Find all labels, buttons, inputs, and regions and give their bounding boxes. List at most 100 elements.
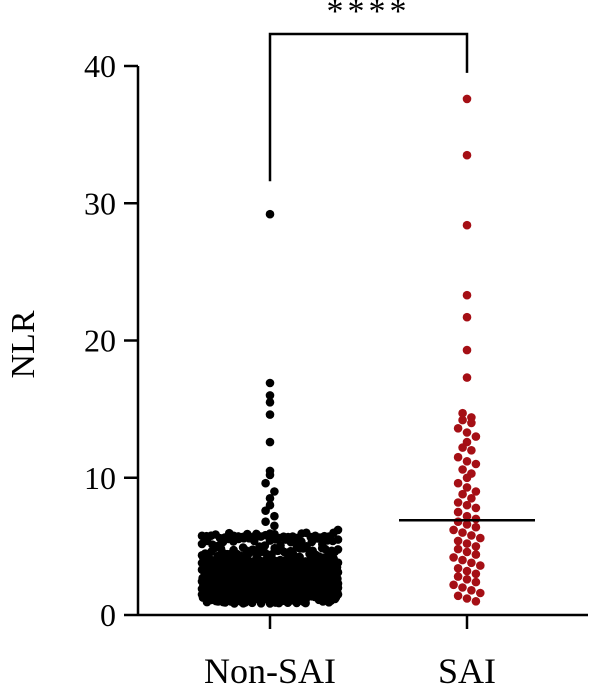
data-point — [458, 555, 467, 565]
data-point — [333, 525, 343, 535]
data-point — [458, 415, 467, 425]
data-point — [471, 550, 481, 559]
data-point — [239, 599, 248, 608]
data-point — [453, 572, 463, 581]
data-point — [453, 478, 463, 488]
data-point — [453, 544, 463, 554]
data-point — [471, 503, 481, 513]
significance-label: **** — [327, 0, 411, 30]
data-point — [471, 542, 481, 551]
data-point — [292, 598, 302, 608]
data-point — [476, 588, 485, 598]
data-point — [230, 599, 239, 608]
data-point — [471, 514, 481, 524]
data-point — [265, 437, 275, 447]
data-point — [265, 209, 275, 219]
data-point — [476, 533, 485, 543]
data-point — [462, 483, 472, 492]
data-point — [462, 220, 472, 230]
y-tick-label: 0 — [100, 597, 116, 633]
y-tick-label: 10 — [84, 460, 116, 496]
y-tick-label: 40 — [84, 48, 116, 84]
data-point — [462, 457, 472, 466]
data-point — [467, 418, 476, 428]
data-point — [261, 478, 270, 488]
x-ticks: Non-SAI SAI — [204, 615, 496, 691]
data-point — [333, 590, 343, 599]
data-point — [471, 569, 481, 579]
data-point — [449, 553, 458, 562]
significance-bracket-line — [268, 32, 469, 182]
data-point — [270, 535, 280, 544]
data-point — [256, 599, 266, 608]
data-point — [462, 373, 472, 382]
data-point — [467, 446, 476, 455]
data-point — [453, 452, 463, 462]
data-point — [283, 598, 293, 607]
data-point — [467, 586, 476, 595]
data-point — [449, 525, 458, 535]
data-point — [333, 545, 343, 554]
data-point — [453, 591, 463, 601]
data-point — [458, 443, 467, 452]
data-point — [210, 543, 219, 553]
data-point — [471, 432, 481, 441]
y-axis-label: NLR — [5, 310, 42, 378]
data-point — [471, 459, 481, 469]
data-point — [458, 528, 467, 537]
data-point — [467, 531, 476, 540]
median-lines — [202, 519, 535, 570]
data-point — [458, 408, 467, 418]
data-point — [453, 536, 463, 546]
data-point — [462, 473, 472, 483]
data-point — [462, 312, 472, 322]
data-point — [458, 583, 467, 592]
data-point — [462, 566, 472, 576]
data-point — [265, 410, 275, 419]
data-point — [471, 522, 481, 532]
data-point — [453, 498, 463, 507]
data-point — [462, 539, 472, 548]
data-point — [471, 597, 481, 606]
data-point — [270, 521, 279, 531]
x-tick-label: SAI — [438, 651, 496, 688]
significance-bracket: **** — [268, 0, 469, 182]
data-point — [462, 150, 472, 160]
data-point — [270, 487, 279, 496]
data-point — [265, 599, 275, 608]
data-point — [471, 487, 481, 496]
data-point — [453, 517, 463, 526]
data-point — [301, 598, 310, 608]
data-point — [453, 424, 463, 433]
data-point — [453, 564, 463, 573]
data-point — [462, 547, 472, 557]
data-point — [453, 507, 463, 517]
data-point — [467, 558, 476, 568]
data-point — [462, 290, 472, 300]
data-point — [462, 345, 472, 355]
y-tick-label: 20 — [84, 323, 116, 359]
data-point — [449, 580, 458, 590]
data-point — [462, 520, 472, 529]
data-point — [462, 511, 472, 521]
data-point — [467, 494, 476, 503]
data-point — [462, 94, 472, 104]
data-point — [462, 500, 472, 510]
data-point — [274, 598, 284, 608]
data-point — [462, 575, 472, 584]
data-point — [247, 598, 257, 608]
data-point — [458, 489, 467, 499]
data-point — [265, 398, 275, 407]
data-point — [261, 506, 270, 515]
data-point — [462, 594, 472, 603]
data-point — [265, 470, 275, 480]
data-point — [265, 494, 275, 503]
data-point — [265, 378, 275, 388]
data-point — [333, 535, 343, 544]
data-point — [270, 511, 279, 521]
data-point — [312, 534, 322, 543]
y-tick-label: 30 — [84, 185, 116, 221]
data-point — [458, 465, 467, 474]
